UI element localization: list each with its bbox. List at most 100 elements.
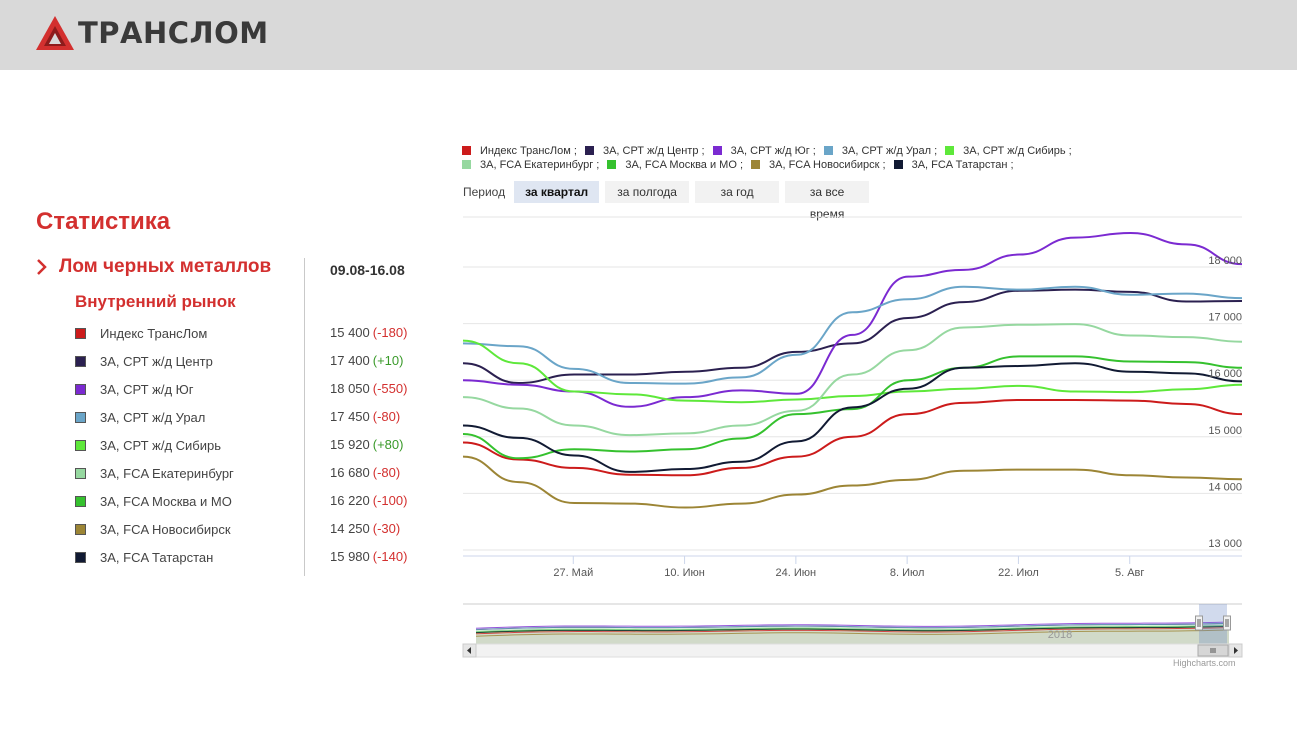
series-change: (-550) [372, 381, 408, 396]
legend-separator: ; [879, 159, 886, 171]
series-value: 18 050 (-550) [330, 381, 407, 396]
navigator-area [476, 627, 1229, 644]
period-quarter-button[interactable]: за квартал [514, 181, 600, 203]
legend-swatch [945, 146, 955, 155]
legend-item[interactable]: 3А, СРТ ж/д Урал ; [823, 145, 938, 157]
navigator-series-line [475, 622, 1230, 630]
legend-item[interactable]: 3А, СРТ ж/д Центр ; [584, 145, 705, 157]
y-tick-label: 17 000 [1208, 312, 1242, 324]
series-value: 16 220 (-100) [330, 493, 407, 508]
period-label: Период [463, 185, 506, 199]
series-price: 17 450 [330, 409, 370, 424]
legend-swatch [751, 160, 761, 169]
legend-label: 3А, СРТ ж/д Юг [730, 145, 810, 157]
x-tick-label: 5. Авг [1115, 567, 1144, 579]
legend-item[interactable]: 3А, СРТ ж/д Сибирь ; [945, 145, 1072, 157]
legend-item[interactable]: 3А, FCA Новосибирск ; [751, 159, 886, 171]
series-price: 16 220 [330, 493, 370, 508]
legend-label: Индекс ТрансЛом [480, 145, 571, 157]
navigator-selection[interactable] [1199, 604, 1227, 644]
series-value: 14 250 (-30) [330, 521, 400, 536]
navigator-handle[interactable] [1195, 615, 1203, 631]
x-tick-label: 22. Июл [998, 567, 1039, 579]
series-color-swatch [75, 384, 86, 395]
x-tick-label: 24. Июн [776, 567, 817, 579]
legend-separator: ; [698, 145, 705, 157]
series-line [462, 339, 1243, 404]
series-line [462, 232, 1243, 408]
price-row: 3А, FCA Москва и МО 16 220 (-100) [75, 492, 415, 512]
series-price: 15 980 [330, 549, 370, 564]
divider [304, 258, 305, 576]
legend-item[interactable]: 3А, FCA Екатеринбург ; [462, 159, 599, 171]
series-color-swatch [75, 496, 86, 507]
series-change: (-180) [372, 325, 408, 340]
legend-separator: ; [931, 145, 938, 157]
series-line [462, 323, 1243, 437]
brand-name: ТРАНСЛОМ [78, 16, 269, 50]
series-price: 15 400 [330, 325, 370, 340]
legend-item[interactable]: 3А, СРТ ж/д Юг ; [712, 145, 816, 157]
navigator-series-line [475, 621, 1230, 629]
period-year-button[interactable]: за год [695, 181, 780, 203]
price-row: 3А, СРТ ж/д Сибирь 15 920 (+80) [75, 436, 415, 456]
subcategory-label: Внутренний рынок [75, 292, 236, 311]
series-value: 15 400 (-180) [330, 325, 407, 340]
series-change: (-30) [372, 521, 401, 536]
navigator-year-label: 2018 [1048, 629, 1072, 641]
series-change: (-140) [372, 549, 408, 564]
series-line [462, 355, 1243, 460]
legend-item[interactable]: 3А, FCA Татарстан ; [893, 159, 1014, 171]
legend-label: 3А, FCA Новосибирск [769, 159, 880, 171]
series-line [462, 399, 1243, 477]
y-tick-label: 16 000 [1208, 368, 1242, 380]
legend-label: 3А, СРТ ж/д Урал [841, 145, 932, 157]
price-row: 3А, FCA Екатеринбург 16 680 (-80) [75, 464, 415, 484]
price-row: 3А, FCA Татарстан 15 980 (-140) [75, 548, 415, 568]
brand-logo[interactable]: ТРАНСЛОМ [36, 13, 269, 53]
series-name: 3А, FCA Екатеринбург [100, 466, 234, 481]
navigator-handle[interactable] [1223, 615, 1231, 631]
legend-swatch [712, 146, 722, 155]
legend-separator: ; [570, 145, 577, 157]
price-row: 3А, СРТ ж/д Центр 17 400 (+10) [75, 352, 415, 372]
legend-label: 3А, FCA Екатеринбург [480, 159, 594, 171]
legend-swatch [823, 146, 833, 155]
series-color-swatch [75, 356, 86, 367]
series-change: (-80) [372, 409, 401, 424]
legend-item[interactable]: 3А, FCA Москва и МО ; [607, 159, 743, 171]
series-price: 14 250 [330, 521, 370, 536]
price-row: Индекс ТрансЛом 15 400 (-180) [75, 324, 415, 344]
series-name: 3А, FCA Москва и МО [100, 494, 232, 509]
legend-separator: ; [809, 145, 816, 157]
series-name: 3А, СРТ ж/д Сибирь [100, 438, 222, 453]
legend-separator: ; [736, 159, 744, 171]
x-tick-label: 27. Май [553, 567, 593, 579]
legend-item[interactable]: Индекс ТрансЛом ; [462, 145, 577, 157]
period-halfyear-button[interactable]: за полгода [605, 181, 690, 203]
price-row: 3А, СРТ ж/д Юг 18 050 (-550) [75, 380, 415, 400]
legend-swatch [607, 160, 617, 169]
series-price: 16 680 [330, 465, 370, 480]
series-color-swatch [75, 468, 86, 479]
page-title: Статистика [36, 208, 171, 235]
legend-swatch [462, 160, 471, 169]
category-link[interactable]: Лом черных металлов [36, 256, 271, 278]
series-name: 3А, FCA Татарстан [100, 550, 214, 565]
date-range: 09.08-16.08 [330, 262, 405, 278]
series-name: 3А, СРТ ж/д Урал [100, 410, 206, 425]
navigator-series-line [475, 627, 1230, 635]
x-tick-label: 10. Июн [664, 567, 705, 579]
series-value: 17 400 (+10) [330, 353, 403, 368]
series-line [462, 288, 1243, 385]
arrow-left-icon [467, 647, 471, 654]
series-name: Индекс ТрансЛом [100, 326, 208, 341]
series-color-swatch [75, 412, 86, 423]
series-price: 17 400 [330, 353, 370, 368]
series-change: (+10) [372, 353, 404, 368]
chart-credit[interactable]: Highcharts.com [1173, 658, 1236, 668]
period-selector: Период за квартал за полгода за год за в… [463, 181, 875, 221]
navigator-series-line [475, 629, 1230, 637]
series-value: 15 920 (+80) [330, 437, 403, 452]
legend-label: 3А, FCA Татарстан [911, 159, 1008, 171]
